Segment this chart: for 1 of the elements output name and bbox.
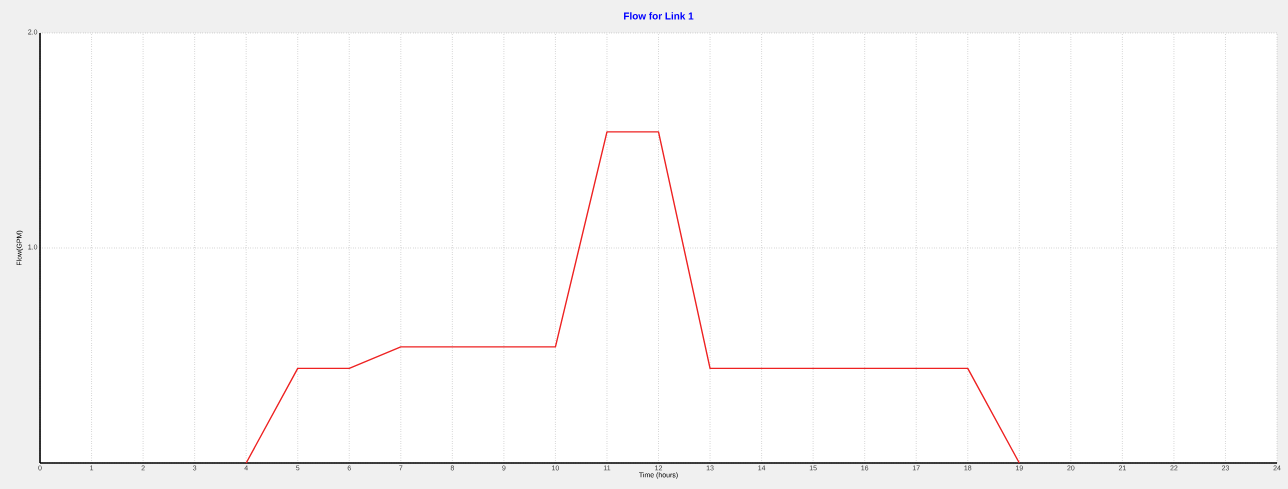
chart-title: Flow for Link 1 (624, 12, 694, 20)
